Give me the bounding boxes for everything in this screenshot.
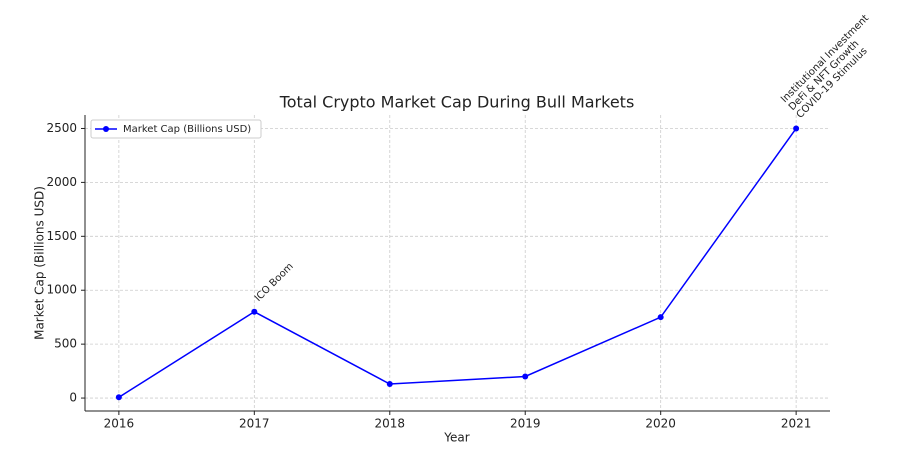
- x-tick-label: 2018: [374, 417, 405, 431]
- chart-title: Total Crypto Market Cap During Bull Mark…: [279, 93, 635, 112]
- annotation: ICO Boom: [253, 261, 296, 304]
- y-tick-label: 0: [69, 391, 77, 405]
- annotation: Institutional InvestmentDeFi & NFT Growt…: [779, 13, 887, 121]
- x-tick-label: 2020: [645, 417, 676, 431]
- data-point: [115, 394, 122, 401]
- data-point: [251, 308, 258, 315]
- y-tick-label: 500: [54, 337, 77, 351]
- x-tick-label: 2016: [104, 417, 135, 431]
- y-axis-label: Market Cap (Billions USD): [33, 186, 47, 340]
- x-tick-label: 2017: [239, 417, 270, 431]
- y-tick-label: 2500: [46, 121, 77, 135]
- y-tick-label: 2000: [46, 175, 77, 189]
- annotation-line: ICO Boom: [253, 261, 296, 304]
- data-point: [657, 314, 664, 321]
- annotation-line: DeFi & NFT Growth: [787, 38, 862, 113]
- x-tick-label: 2021: [781, 417, 812, 431]
- x-tick-label: 2019: [510, 417, 541, 431]
- legend-box: [90, 119, 262, 139]
- data-point: [522, 373, 529, 380]
- data-point: [386, 381, 393, 388]
- series-line: [118, 128, 797, 398]
- legend-label: Market Cap (Billions USD): [123, 124, 251, 135]
- data-point: [793, 125, 800, 132]
- y-tick-label: 1000: [46, 283, 77, 297]
- x-axis-label: Year: [443, 431, 469, 445]
- y-tick-label: 1500: [46, 229, 77, 243]
- legend-marker: [103, 126, 109, 132]
